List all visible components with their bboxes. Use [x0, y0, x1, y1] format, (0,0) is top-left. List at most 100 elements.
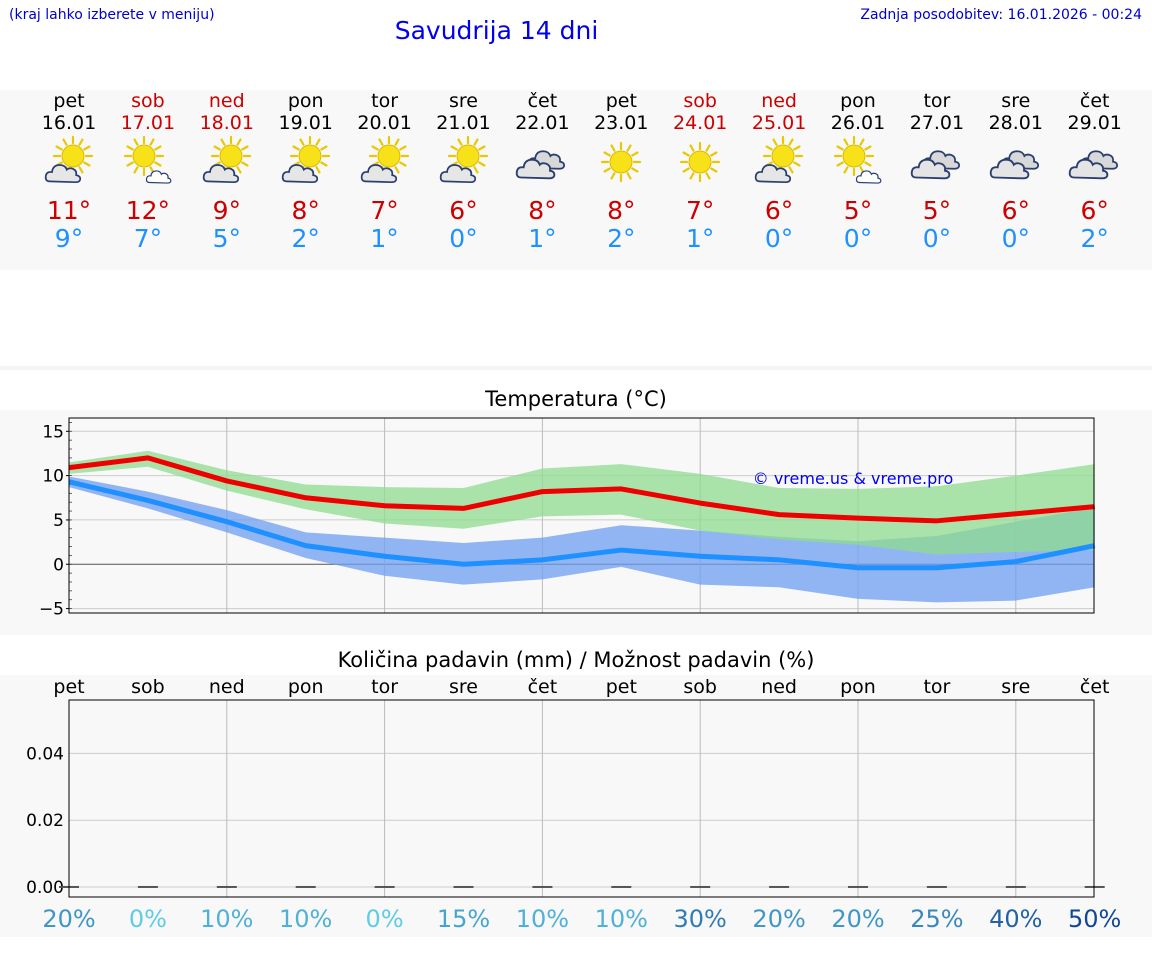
max-temperature-line	[68, 455, 1095, 524]
precip-bar	[1005, 885, 1026, 888]
cloudy-icon	[502, 136, 582, 188]
precip-bar	[926, 885, 947, 888]
precip-chance-label: 25%	[910, 905, 963, 933]
temperature-chart-title: Temperatura (°C)	[485, 387, 667, 411]
day-date: 20.01	[357, 112, 412, 134]
plot-area	[69, 700, 1094, 897]
max-temperature: 7°	[685, 196, 715, 225]
cloudy-icon	[1055, 136, 1135, 188]
day-column: tor 27.01 5° 0°	[897, 90, 977, 253]
precip-chance-label: 10%	[595, 905, 648, 933]
day-name: sob	[131, 90, 165, 112]
x-category-label: čet	[1080, 676, 1110, 698]
precip-chance-label: 20%	[42, 905, 95, 933]
min-temperature: 2°	[607, 224, 636, 253]
plot-frame	[68, 417, 1095, 614]
day-column: sob 24.01 7° 1°	[660, 90, 740, 253]
day-column: sob 17.01 12° 7°	[108, 90, 188, 253]
day-name: sre	[1001, 90, 1031, 112]
day-name: sob	[683, 90, 717, 112]
page-title: Savudrija 14 dni	[394, 16, 599, 45]
precip-bar	[216, 885, 237, 888]
x-category-label: ned	[209, 676, 245, 698]
precip-bar	[848, 885, 868, 888]
sun-cloud-icon	[266, 136, 346, 188]
x-category-label: pon	[840, 676, 876, 698]
x-category-label: sob	[683, 676, 717, 698]
precip-chance-label: 10%	[200, 905, 253, 933]
day-column: ned 18.01 9° 5°	[187, 90, 267, 253]
min-temperature: 5°	[212, 224, 241, 253]
day-name: pet	[53, 90, 85, 112]
day-name: pon	[840, 90, 876, 112]
day-column: čet 29.01 6° 2°	[1055, 90, 1135, 253]
day-name: čet	[1079, 90, 1110, 112]
day-date: 19.01	[278, 112, 333, 134]
day-column: pon 19.01 8° 2°	[266, 90, 346, 253]
min-temperature: 1°	[685, 224, 715, 253]
min-temperature: 7°	[133, 224, 163, 253]
location-menu-hint: (kraj lahko izberete v meniju)	[9, 7, 215, 23]
max-temperature: 8°	[528, 196, 557, 225]
max-temperature: 7°	[370, 196, 399, 225]
min-temperature: 0°	[449, 224, 478, 253]
sun-icon	[660, 136, 740, 188]
day-date: 21.01	[436, 112, 491, 134]
y-tick-label: 15	[42, 422, 64, 442]
x-category-label: ned	[761, 676, 797, 698]
precip-chance-label: 50%	[1068, 905, 1121, 933]
day-date: 18.01	[199, 112, 254, 134]
day-name: tor	[371, 90, 399, 112]
precip-chance-label: 0%	[366, 905, 404, 933]
max-temperature: 11°	[46, 196, 92, 225]
precip-chance-label: 15%	[437, 905, 490, 933]
max-temperature-band	[69, 450, 1095, 555]
y-tick-label: 10	[42, 467, 64, 487]
day-date: 27.01	[909, 112, 965, 134]
day-date: 16.01	[41, 112, 97, 134]
day-column: sre 21.01 6° 0°	[424, 90, 504, 253]
day-name: pet	[605, 90, 637, 112]
sun-cloud-icon	[345, 136, 425, 188]
temperature-chart: 15 10 5 0 −5 © vreme.us & vreme.pro	[39, 417, 1096, 620]
day-date: 24.01	[672, 112, 728, 134]
precip-bar	[611, 885, 632, 888]
day-column: pon 26.01 5° 0°	[818, 90, 898, 253]
sun-cloud-icon	[424, 136, 504, 188]
precip-bar	[769, 885, 790, 888]
min-temperature: 0°	[1001, 224, 1030, 253]
max-temperature: 6°	[1080, 196, 1109, 225]
y-tick-label: −5	[39, 600, 64, 620]
y-tick-label: 5	[53, 511, 64, 531]
day-date: 25.01	[751, 112, 807, 134]
precip-bar	[690, 885, 711, 888]
max-temperature: 9°	[212, 196, 241, 225]
precip-bar	[1084, 885, 1105, 888]
day-date: 17.01	[120, 112, 176, 134]
cloudy-icon	[897, 136, 977, 188]
day-name: čet	[527, 90, 558, 112]
day-date: 29.01	[1067, 112, 1122, 134]
max-temperature: 8°	[291, 196, 320, 225]
day-name: sre	[449, 90, 478, 112]
day-column: ned 25.01 6° 0°	[739, 90, 819, 253]
min-temperature: 0°	[922, 224, 952, 253]
y-tick-label: 0	[53, 555, 64, 575]
day-column: pet 16.01 11° 9°	[29, 90, 109, 253]
x-category-label: čet	[528, 676, 558, 698]
x-category-label: pet	[606, 676, 637, 698]
max-temperature: 6°	[1001, 196, 1030, 225]
x-category-label: tor	[371, 676, 398, 698]
precip-chance-label: 30%	[674, 905, 727, 933]
sun-cloud-icon	[29, 136, 109, 188]
min-temperature-line	[68, 479, 1096, 571]
precip-chance-label: 20%	[831, 905, 884, 933]
min-temperature: 2°	[291, 224, 320, 253]
min-temperature: 9°	[54, 224, 84, 253]
precip-bar	[453, 885, 474, 888]
precip-bar	[532, 885, 553, 888]
x-category-label: tor	[923, 676, 950, 698]
x-category-label: sob	[131, 676, 165, 698]
precip-bar	[295, 885, 316, 888]
cloudy-icon	[976, 136, 1056, 188]
